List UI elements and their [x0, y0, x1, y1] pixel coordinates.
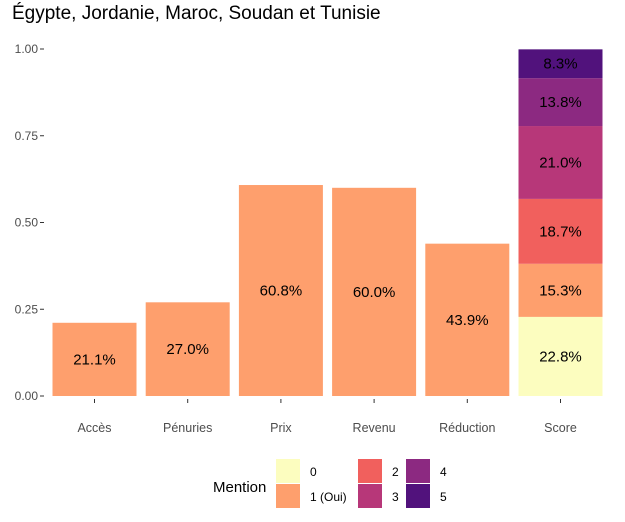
bar-segment [238, 185, 323, 396]
bar-segment [425, 243, 510, 396]
bar-data-label: 22.8% [539, 348, 582, 365]
bar-data-label: 8.3% [543, 56, 577, 73]
x-tick-label: Score [544, 421, 577, 435]
y-tick-label: 0.25 [15, 302, 39, 316]
bar-data-label: 21.1% [73, 351, 116, 368]
bar-data-label: 21.0% [539, 154, 582, 171]
x-tick-label: Pénuries [163, 421, 212, 435]
bar-data-label: 18.7% [539, 223, 582, 240]
legend-label: 3 [392, 490, 399, 504]
y-tick-label: 0.50 [15, 216, 39, 230]
bar-segment [518, 126, 603, 199]
bar-segment [332, 187, 417, 396]
x-tick-label: Revenu [353, 421, 396, 435]
y-tick-label: 0.75 [15, 129, 39, 143]
chart-title: Égypte, Jordanie, Maroc, Soudan et Tunis… [12, 3, 381, 24]
legend-title: Mention [213, 479, 266, 496]
bar-segment [518, 49, 603, 79]
bar-segment [145, 302, 230, 396]
x-tick-label: Réduction [439, 421, 495, 435]
legend-swatch [276, 484, 300, 508]
bar-segment [518, 78, 603, 127]
bar-data-label: 43.9% [446, 312, 489, 329]
bar-data-label: 60.0% [353, 284, 396, 301]
bar-segment [518, 198, 603, 264]
legend-swatch [406, 459, 430, 483]
x-tick-label: Prix [270, 421, 292, 435]
x-axis: Accès Pénuries Prix Revenu Réduction Score [77, 399, 577, 435]
x-tick-label: Accès [77, 421, 111, 435]
bar-segment [518, 316, 603, 396]
y-tick-label: 0.00 [15, 389, 39, 403]
legend-label: 1 (Oui) [310, 490, 347, 504]
bar-segment [518, 263, 603, 317]
bars-group: 21.1% 27.0% 60.8% 60.0% 43.9% 22.8% 15.3% 18.7%… [52, 49, 603, 396]
bar-data-label: 13.8% [539, 94, 582, 111]
legend: Mention 0 1 (Oui) 2 3 4 5 [213, 459, 447, 508]
bar-data-label: 15.3% [539, 282, 582, 299]
bar-data-label: 60.8% [260, 283, 303, 300]
y-tick-label: 1.00 [15, 42, 39, 56]
legend-swatch [358, 484, 382, 508]
legend-swatch [358, 459, 382, 483]
legend-swatch [276, 459, 300, 483]
legend-label: 5 [440, 490, 447, 504]
bar-data-label: 27.0% [166, 341, 209, 358]
legend-label: 2 [392, 465, 399, 479]
legend-swatch [406, 484, 430, 508]
legend-label: 0 [310, 465, 317, 479]
legend-label: 4 [440, 465, 447, 479]
bar-segment [52, 322, 137, 396]
y-axis: 0.00 0.25 0.50 0.75 1.00 [15, 42, 44, 403]
